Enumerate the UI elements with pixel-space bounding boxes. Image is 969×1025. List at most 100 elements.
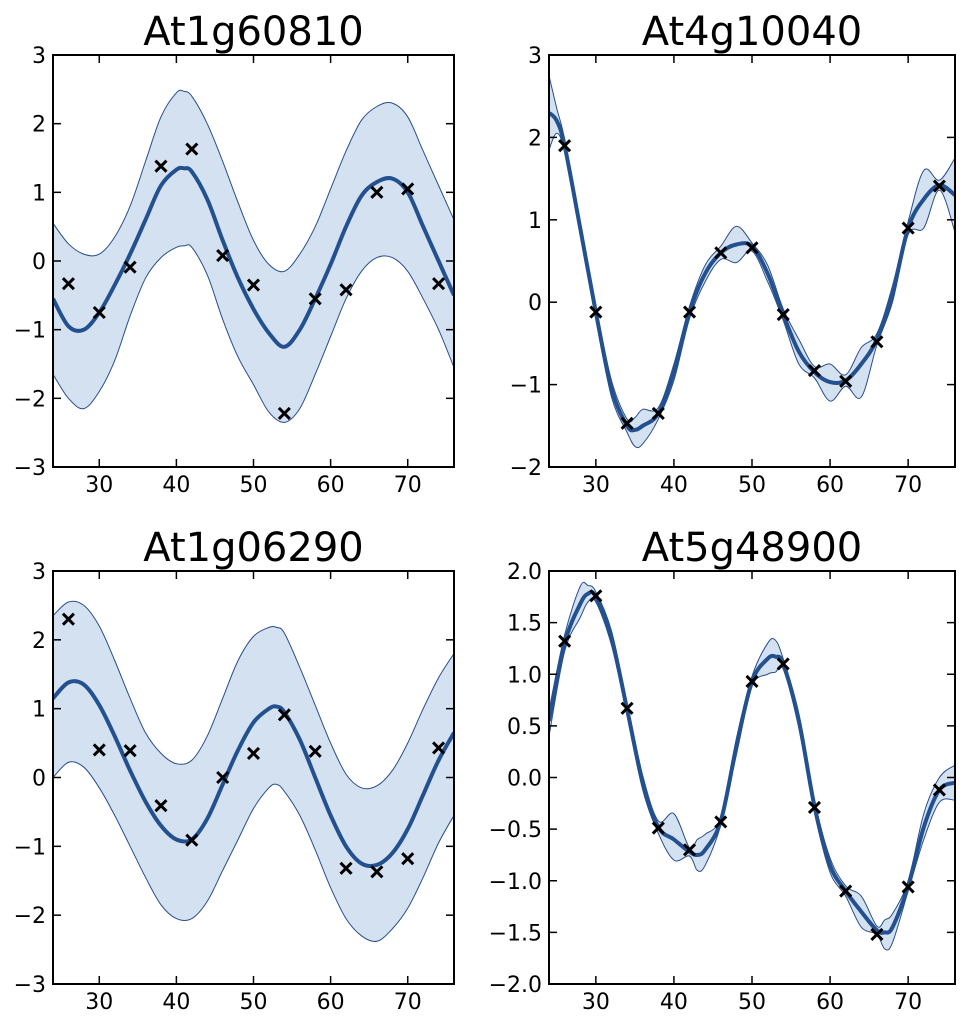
- observation-marker: [370, 185, 384, 199]
- observation-marker: [123, 744, 137, 758]
- y-tick-label: 3: [528, 44, 542, 69]
- observation-marker: [277, 708, 291, 722]
- observation-marker: [185, 142, 199, 156]
- observation-marker: [807, 364, 822, 378]
- chart-title: At4g10040: [642, 9, 862, 55]
- observation-marker: [682, 305, 697, 319]
- observation-marker: [651, 406, 665, 421]
- y-tick-label: −2: [510, 456, 542, 481]
- observation-marker: [870, 335, 884, 349]
- observation-marker: [277, 406, 291, 421]
- observation-marker: [558, 139, 572, 153]
- x-tick-label: 60: [317, 473, 345, 498]
- observation-marker: [932, 783, 946, 797]
- observation-marker: [370, 865, 384, 879]
- observation-marker: [92, 743, 106, 757]
- y-tick-label: 1: [32, 181, 46, 206]
- y-tick-label: 0.5: [507, 715, 542, 740]
- y-tick-label: 3: [32, 560, 46, 585]
- observation-marker: [839, 884, 853, 898]
- x-tick-label: 60: [317, 990, 345, 1015]
- observation-marker: [714, 815, 728, 829]
- panel-at1g06290: 30 40 50 60 70 −3 −2 −1 0 1 2 3 At1g06290: [14, 525, 455, 1015]
- observation-marker: [870, 927, 884, 942]
- confidence-band: [549, 75, 955, 449]
- chart-title: At1g60810: [143, 9, 363, 55]
- y-tick-label: 1.5: [507, 612, 542, 637]
- x-tick-label: 40: [162, 473, 190, 498]
- x-tick-label: 30: [85, 990, 113, 1015]
- observation-marker: [401, 852, 415, 866]
- observation-marker: [901, 880, 915, 894]
- confidence-band: [53, 89, 454, 423]
- observation-marker: [216, 770, 230, 785]
- y-tick-label: 2: [528, 126, 542, 151]
- y-tick-label: −3: [14, 973, 46, 998]
- observation-marker: [308, 292, 322, 306]
- x-tick-label: 30: [582, 473, 610, 498]
- y-tick-label: 0: [528, 291, 542, 316]
- y-tick-label: 1: [528, 209, 542, 234]
- x-tick-label: 30: [582, 990, 610, 1015]
- x-tick-label: 50: [240, 990, 268, 1015]
- panel-at4g10040: 30 40 50 60 70 −2 −1 0 1 2 3 At4g10040: [510, 9, 956, 498]
- y-tick-label: 3: [32, 44, 46, 69]
- y-tick-label: 2: [32, 629, 46, 654]
- observation-marker: [901, 221, 915, 235]
- observation-marker: [123, 260, 137, 274]
- x-tick-label: 70: [394, 473, 422, 498]
- x-tick-label: 50: [738, 990, 766, 1015]
- chart-title: At5g48900: [642, 525, 862, 571]
- y-tick-label: 0: [32, 250, 46, 275]
- x-tick-label: 50: [738, 473, 766, 498]
- y-tick-label: −2.0: [489, 973, 542, 998]
- observation-marker: [932, 179, 946, 193]
- x-tick-label: 70: [394, 990, 422, 1015]
- x-tick-label: 40: [162, 990, 190, 1015]
- y-tick-label: −2: [14, 387, 46, 412]
- mean-line: [549, 590, 955, 935]
- x-tick-label: 30: [85, 473, 113, 498]
- observation-marker: [185, 833, 199, 847]
- x-tick-label: 70: [894, 990, 922, 1015]
- y-tick-label: −1: [510, 374, 542, 399]
- observation-marker: [589, 589, 603, 603]
- observation-marker: [61, 612, 75, 626]
- observation-marker: [620, 701, 634, 715]
- observation-marker: [558, 634, 572, 648]
- observation-marker: [308, 744, 322, 758]
- observation-marker: [776, 657, 790, 671]
- confidence-band: [53, 600, 454, 943]
- observation-marker: [839, 374, 853, 388]
- y-tick-label: −3: [14, 456, 46, 481]
- y-tick-label: −1: [14, 319, 46, 344]
- mean-line: [53, 679, 454, 869]
- observation-marker: [246, 278, 261, 292]
- observation-marker: [714, 246, 728, 260]
- observation-marker: [807, 800, 822, 815]
- observation-marker: [216, 248, 230, 263]
- observation-marker: [682, 843, 697, 857]
- mean-line: [53, 165, 454, 349]
- observation-marker: [154, 159, 168, 173]
- observation-marker: [651, 821, 665, 835]
- observation-marker: [246, 746, 261, 760]
- observation-marker: [432, 277, 446, 291]
- observation-marker: [745, 674, 759, 689]
- observation-marker: [620, 416, 634, 430]
- chart-title: At1g06290: [143, 525, 363, 571]
- observation-marker: [432, 741, 446, 755]
- observation-marker: [589, 305, 603, 319]
- y-tick-label: −1.5: [489, 921, 542, 946]
- x-tick-label: 40: [660, 990, 688, 1015]
- observation-marker: [745, 241, 759, 255]
- observation-marker: [776, 307, 790, 322]
- panel-at5g48900: 30 40 50 60 70 −2.0 −1.5 −1.0 −0.5 0.0 0.5 1.0 1.5 2.…: [489, 525, 956, 1015]
- x-tick-label: 40: [660, 473, 688, 498]
- y-tick-label: 0: [32, 767, 46, 792]
- observation-marker: [154, 799, 168, 813]
- y-tick-label: −0.5: [489, 818, 542, 843]
- x-tick-label: 50: [240, 473, 268, 498]
- x-tick-label: 70: [894, 473, 922, 498]
